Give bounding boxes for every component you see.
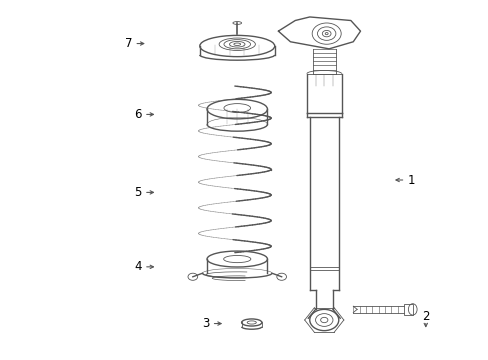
Text: 7: 7 [124,37,132,50]
Bar [403,304,412,315]
Text: 6: 6 [134,108,142,121]
Text: 2: 2 [421,310,428,323]
Text: 1: 1 [407,174,414,186]
Text: 3: 3 [202,317,209,330]
Text: 5: 5 [134,186,142,199]
Text: 4: 4 [134,260,142,273]
